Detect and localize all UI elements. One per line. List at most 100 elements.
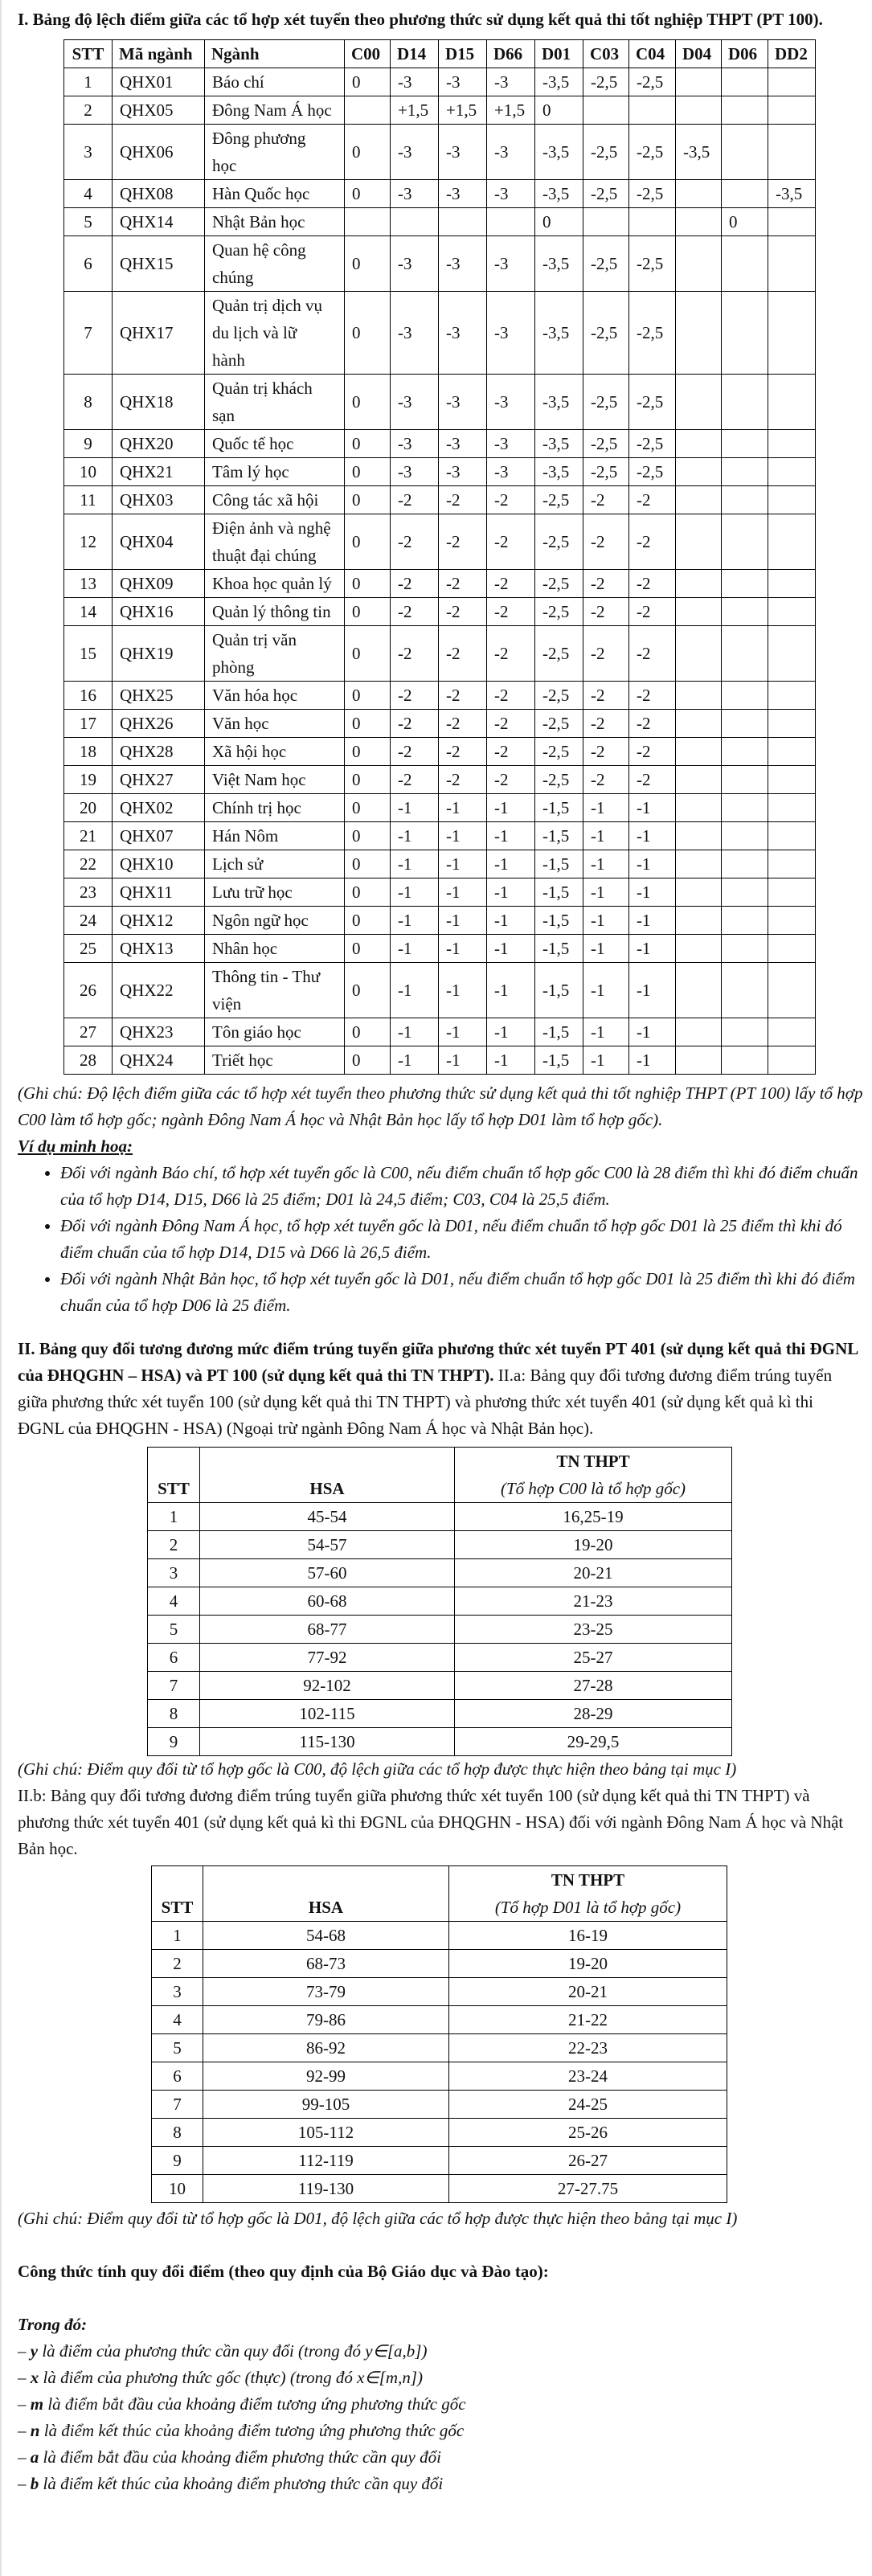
cell-hsa: 79-86 — [203, 2005, 449, 2034]
section2-intro: II. Bảng quy đổi tương đương mức điểm tr… — [18, 1336, 863, 1442]
cell-c00: 0 — [344, 681, 391, 710]
cell-hsa: 60-68 — [199, 1587, 455, 1616]
header-thpt: TN THPT (Tổ hợp D01 là tổ hợp gốc) — [448, 1865, 727, 1922]
cell-d66: -2 — [486, 597, 535, 626]
cell-d06 — [721, 457, 768, 486]
cell-d15: -1 — [438, 962, 487, 1018]
header-dd2: DD2 — [768, 39, 816, 68]
cell-stt: 27 — [63, 1018, 113, 1046]
table-row: 8 105-112 25-26 — [151, 2118, 727, 2147]
cell-d04 — [675, 179, 722, 208]
variable-description: là điểm bắt đầu của khoảng điểm phương t… — [39, 2447, 441, 2467]
variable-name: m — [30, 2394, 44, 2414]
cell-c03: -1 — [583, 793, 629, 822]
cell-hsa: 77-92 — [199, 1643, 455, 1672]
cell-d06 — [721, 291, 768, 375]
cell-d04 — [675, 681, 722, 710]
formula-where: Trong đó: — [18, 2315, 88, 2334]
table-row: 22 QHX10 Lịch sử 0 -1 -1 -1 -1,5 -1 -1 — [63, 850, 816, 878]
section2a-intro: II.a: Bảng quy đổi tương đương điểm trún… — [18, 1366, 833, 1438]
cell-d14: -2 — [390, 709, 439, 738]
cell-dd2 — [768, 235, 816, 292]
cell-d04: -3,5 — [675, 124, 722, 180]
cell-d66: -2 — [486, 625, 535, 682]
cell-c00: 0 — [344, 625, 391, 682]
cell-c04: -1 — [628, 962, 676, 1018]
cell-d01: -2,5 — [534, 514, 583, 570]
cell-code: QHX10 — [112, 850, 205, 878]
cell-dd2 — [768, 737, 816, 766]
table-header-row: STT HSA TN THPT (Tổ hợp C00 là tổ hợp gốc… — [147, 1447, 732, 1503]
cell-major: Quản trị khách sạn — [204, 374, 345, 430]
cell-c03: -2 — [583, 625, 629, 682]
cell-thpt: 19-20 — [448, 1949, 727, 1978]
cell-stt: 2 — [63, 96, 113, 125]
cell-code: QHX06 — [112, 124, 205, 180]
cell-c04 — [628, 207, 676, 236]
cell-d66: -1 — [486, 878, 535, 907]
cell-c04: -1 — [628, 821, 676, 850]
cell-d01: -1,5 — [534, 821, 583, 850]
cell-d15: -2 — [438, 625, 487, 682]
cell-stt: 3 — [147, 1558, 200, 1587]
cell-thpt: 24-25 — [448, 2090, 727, 2119]
cell-d14: -3 — [390, 68, 439, 96]
cell-code: QHX26 — [112, 709, 205, 738]
cell-hsa: 57-60 — [199, 1558, 455, 1587]
cell-stt: 5 — [63, 207, 113, 236]
table-row: 6 QHX15 Quan hệ công chúng 0 -3 -3 -3 -3,5 -2,5-… — [63, 235, 816, 292]
cell-c04: -2,5 — [628, 374, 676, 430]
cell-d06 — [721, 878, 768, 907]
cell-stt: 3 — [63, 124, 113, 180]
cell-dd2 — [768, 485, 816, 514]
cell-thpt: 21-23 — [454, 1587, 732, 1616]
example-list: Đối với ngành Báo chí, tổ hợp xét tuyển … — [18, 1160, 863, 1319]
cell-stt: 12 — [63, 514, 113, 570]
cell-thpt: 23-24 — [448, 2062, 727, 2091]
cell-d01: 0 — [534, 207, 583, 236]
table-row: 28 QHX24 Triết học 0 -1 -1 -1 -1,5 -1 -1 — [63, 1046, 816, 1075]
cell-major: Công tác xã hội — [204, 485, 345, 514]
cell-code: QHX20 — [112, 429, 205, 458]
cell-c03: -1 — [583, 1018, 629, 1046]
cell-c03: -1 — [583, 850, 629, 878]
cell-c04: -2,5 — [628, 235, 676, 292]
cell-stt: 14 — [63, 597, 113, 626]
cell-major: Đông Nam Á học — [204, 96, 345, 125]
cell-d15: -1 — [438, 793, 487, 822]
cell-code: QHX04 — [112, 514, 205, 570]
cell-d15: -2 — [438, 514, 487, 570]
cell-d04 — [675, 765, 722, 794]
cell-major: Hán Nôm — [204, 821, 345, 850]
cell-d15: -3 — [438, 457, 487, 486]
variable-name: b — [30, 2474, 39, 2493]
cell-d66: -1 — [486, 850, 535, 878]
cell-c03: -2,5 — [583, 457, 629, 486]
cell-c00: 0 — [344, 374, 391, 430]
cell-c03: -1 — [583, 962, 629, 1018]
table-row: 3 QHX06 Đông phương học 0 -3 -3 -3 -3,5 -2,5 -2,5… — [63, 124, 816, 180]
conversion-table-c00: STT HSA TN THPT (Tổ hợp C00 là tổ hợp gốc… — [147, 1447, 732, 1756]
cell-c03: -2 — [583, 485, 629, 514]
cell-stt: 26 — [63, 962, 113, 1018]
cell-c00: 0 — [344, 737, 391, 766]
cell-stt: 28 — [63, 1046, 113, 1075]
variable-name: x — [30, 2368, 39, 2387]
cell-stt: 7 — [147, 1671, 200, 1700]
cell-d06 — [721, 569, 768, 598]
cell-code: QHX21 — [112, 457, 205, 486]
cell-d04 — [675, 934, 722, 963]
cell-c03: -2 — [583, 681, 629, 710]
cell-d04 — [675, 850, 722, 878]
cell-c00: 0 — [344, 906, 391, 935]
cell-code: QHX17 — [112, 291, 205, 375]
cell-c04: -1 — [628, 878, 676, 907]
header-ngành: Ngành — [204, 39, 345, 68]
cell-d04 — [675, 457, 722, 486]
example-item: Đối với ngành Nhật Bản học, tổ hợp xét t… — [60, 1266, 863, 1319]
cell-d15: -3 — [438, 374, 487, 430]
table-row: 4 79-86 21-22 — [151, 2005, 727, 2034]
cell-hsa: 92-102 — [199, 1671, 455, 1700]
cell-major: Nhân học — [204, 934, 345, 963]
cell-major: Ngôn ngữ học — [204, 906, 345, 935]
